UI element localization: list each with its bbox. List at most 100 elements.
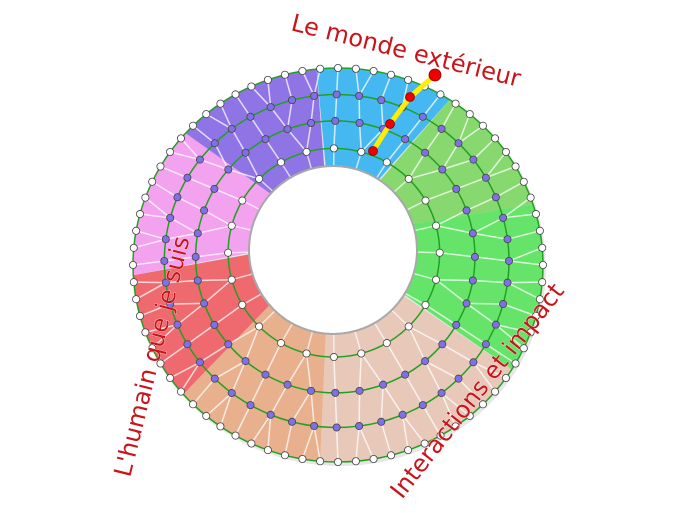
mesh-line (355, 68, 360, 96)
mesh-line (508, 260, 544, 266)
ring-node (210, 184, 219, 193)
ring-node (532, 210, 541, 219)
ring-node (454, 374, 463, 383)
ring-node (436, 90, 445, 99)
mesh-line (472, 279, 508, 284)
mesh-line (250, 85, 272, 108)
mesh-line (404, 374, 424, 406)
mesh-line (358, 425, 375, 460)
path-node (428, 68, 442, 82)
ring-node (438, 340, 447, 349)
mesh-line (214, 142, 229, 170)
ring-node (156, 359, 165, 368)
mesh-line (425, 304, 457, 326)
ring-node (241, 357, 250, 366)
ring-node (538, 243, 547, 252)
ring-node (277, 158, 286, 167)
ring-node (355, 91, 364, 100)
center-hole (248, 165, 418, 335)
mesh-line (139, 303, 171, 317)
mesh-line (180, 137, 201, 161)
ring-node (332, 90, 341, 99)
mesh-line (165, 279, 198, 284)
mesh-line (503, 213, 537, 219)
ring-node (298, 455, 307, 464)
ring-node (333, 457, 342, 466)
ring-node (247, 439, 256, 448)
mesh-line (458, 125, 484, 144)
mesh-line (192, 125, 216, 144)
mesh-line (267, 79, 272, 108)
ring-node (535, 226, 544, 235)
mesh-line (205, 113, 233, 130)
ring-node (468, 229, 477, 238)
ring-node (263, 446, 272, 455)
ring-node (216, 99, 225, 108)
ring-node (481, 173, 490, 182)
label-human-self: L'humain que je suis (109, 233, 196, 479)
mesh-line (360, 353, 384, 386)
ring-node (302, 349, 311, 358)
mesh-line (472, 217, 504, 234)
mesh-line (335, 67, 339, 95)
mesh-line (249, 374, 267, 406)
ring-node (173, 320, 182, 329)
ring-node (238, 196, 247, 205)
mesh-line (473, 361, 507, 379)
ring-node (195, 358, 204, 367)
ring-node (176, 134, 185, 143)
mesh-line (495, 181, 525, 198)
mesh-line (228, 168, 260, 180)
ring-node (231, 90, 240, 99)
ring-node (246, 401, 255, 410)
path-node (385, 119, 395, 129)
mesh-line (199, 343, 229, 363)
mesh-line (301, 70, 315, 97)
mesh-line (219, 103, 233, 130)
ring-node (382, 158, 391, 167)
ring-node (355, 118, 364, 127)
ring-node (266, 103, 275, 112)
mesh-line (234, 93, 252, 118)
ring-node (141, 328, 150, 337)
ring-node (351, 64, 360, 73)
ring-node (141, 193, 150, 202)
ring-node (357, 349, 366, 358)
ring-node (166, 300, 175, 309)
ring-node (156, 162, 165, 171)
mesh-line (270, 384, 289, 416)
mesh-line (169, 217, 199, 234)
ring-node (355, 386, 364, 395)
ring-node (404, 174, 413, 183)
ring-node (481, 340, 490, 349)
ring-node (210, 374, 219, 383)
ring-node (227, 389, 236, 398)
ring-node (401, 370, 410, 379)
mesh-line (435, 209, 467, 227)
ring-node (135, 210, 144, 219)
ring-node (501, 373, 510, 382)
mesh-line (382, 384, 404, 416)
ring-node (333, 64, 342, 73)
mesh-line (408, 168, 443, 180)
mesh-line (502, 303, 537, 317)
ring-node (401, 135, 410, 144)
mesh-line (380, 74, 392, 101)
mesh-line (313, 68, 321, 97)
ring-node (202, 411, 211, 420)
ring-node (470, 252, 479, 261)
mesh-line (313, 425, 321, 462)
ring-node (224, 165, 233, 174)
mesh-line (180, 361, 201, 393)
ring-node (316, 64, 325, 73)
mesh-line (133, 281, 166, 284)
ring-node (491, 134, 500, 143)
ring-node (387, 70, 396, 79)
mesh-line (485, 165, 516, 179)
ring-node (283, 125, 292, 134)
ring-node (329, 353, 338, 362)
ring-node (404, 322, 413, 331)
mesh-line (435, 224, 473, 235)
ring-node (379, 380, 388, 389)
mesh-line (213, 304, 243, 326)
